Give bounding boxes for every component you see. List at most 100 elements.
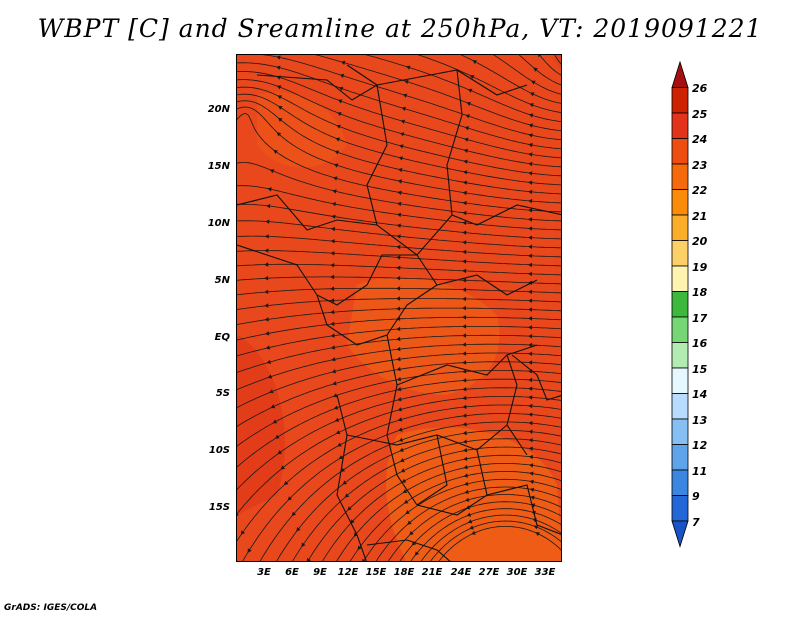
streamline-arrow: [528, 253, 533, 258]
streamline-arrow: [406, 65, 411, 70]
colorbar-label: 25: [692, 107, 708, 121]
streamline-arrow: [528, 446, 533, 451]
colorbar-segment: [671, 214, 689, 241]
streamline-arrow: [472, 60, 477, 65]
streamline-arrow: [274, 434, 280, 439]
streamline-arrow: [462, 249, 467, 255]
lat-tick-5s: 5S: [215, 388, 230, 399]
streamline-arrow: [399, 447, 404, 452]
streamline: [365, 55, 561, 123]
streamline-arrow: [462, 351, 467, 356]
streamline: [237, 93, 561, 186]
streamline-arrow: [528, 152, 533, 157]
streamline-arrow: [529, 103, 534, 108]
country-border: [396, 344, 538, 386]
streamline-arrow: [277, 95, 282, 100]
colorbar-segment: [671, 444, 689, 471]
streamline-arrow: [464, 489, 469, 494]
streamline-arrow: [407, 520, 412, 525]
streamline-arrow: [396, 306, 401, 311]
colorbar-label: 20: [692, 235, 708, 248]
streamline-arrow: [463, 159, 468, 164]
streamline-arrow: [344, 493, 350, 498]
country-border: [366, 539, 451, 561]
streamline-arrow: [462, 200, 467, 206]
streamline-arrow: [462, 190, 467, 196]
colorbar-segment: [671, 291, 689, 318]
streamline-arrow: [462, 342, 467, 347]
streamline-arrow: [418, 560, 420, 561]
streamline-arrow: [530, 495, 535, 500]
colorbar-label: 22: [692, 184, 708, 197]
streamline: [363, 478, 561, 561]
streamline: [237, 396, 561, 515]
streamline-arrow: [467, 88, 473, 93]
streamline-arrow: [334, 150, 340, 155]
colorbar: [671, 60, 689, 548]
colorbar-label: 15: [692, 362, 708, 376]
streamline-arrow: [528, 161, 533, 167]
streamline: [237, 106, 561, 204]
streamline: [554, 55, 561, 65]
streamline-arrow: [462, 404, 467, 409]
lon-tick-33e: 33E: [534, 567, 556, 578]
streamline-arrow: [330, 263, 335, 268]
colorbar-top-arrow: [671, 60, 689, 88]
streamline-arrow: [396, 356, 401, 362]
streamline: [518, 55, 561, 86]
streamline-arrow: [396, 265, 401, 270]
streamline-arrow: [533, 67, 538, 72]
streamline-arrow: [396, 276, 401, 281]
streamline-arrow: [330, 239, 335, 244]
streamline-arrow: [398, 437, 404, 442]
streamline-arrow: [330, 321, 335, 326]
colorbar-segment: [671, 342, 689, 369]
streamline-arrow: [462, 220, 467, 226]
wbpt-patch-northeast-hot: [477, 55, 561, 155]
streamline: [420, 514, 561, 561]
streamline-arrow: [273, 149, 278, 154]
streamline-arrow: [283, 480, 289, 486]
streamline-arrow: [462, 287, 467, 292]
map-panel: [236, 54, 562, 562]
streamline-arrow: [528, 438, 533, 443]
colorbar-bottom-arrow: [671, 520, 689, 548]
colorbar-label: 24: [692, 133, 708, 146]
streamline-arrow: [330, 226, 336, 232]
streamline-arrow: [399, 144, 404, 149]
streamline-arrow: [276, 85, 282, 90]
streamline-arrow: [396, 286, 401, 291]
streamline: [237, 71, 561, 159]
streamline-arrow: [331, 369, 336, 374]
streamline-arrow: [264, 303, 269, 308]
streamline-arrow: [331, 357, 336, 362]
colorbar-segment: [671, 418, 689, 445]
streamline-arrow: [266, 359, 271, 364]
lat-tick-20n: 20N: [207, 104, 230, 115]
streamline-arrow: [462, 305, 467, 311]
streamline-arrow: [462, 210, 467, 216]
streamline-arrow: [462, 296, 467, 302]
streamline-arrow: [462, 413, 467, 418]
colorbar-segment: [671, 316, 689, 343]
streamline: [349, 471, 561, 561]
streamline-arrow: [396, 336, 401, 342]
streamline-arrow: [463, 456, 468, 461]
streamline-arrow: [334, 417, 340, 422]
streamline-arrow: [399, 458, 405, 463]
streamline-arrow: [333, 163, 339, 168]
streamline-arrow: [464, 137, 469, 142]
colorbar-label: 19: [692, 260, 708, 274]
chart-title: WBPT [C] and Sreamline at 250hPa, VT: 20…: [37, 14, 763, 43]
streamline-arrow: [396, 212, 402, 218]
wbpt-patch-central-orange: [347, 276, 500, 395]
streamline-arrow: [277, 450, 283, 455]
streamline-arrow: [528, 244, 533, 249]
streamline-arrow: [528, 386, 533, 391]
streamline-arrow: [528, 334, 533, 339]
streamline-arrow: [330, 251, 335, 256]
streamline-arrow: [529, 487, 535, 492]
streamline-arrow: [463, 170, 468, 175]
streamline-arrow: [287, 496, 292, 501]
streamline-arrow: [528, 235, 533, 240]
